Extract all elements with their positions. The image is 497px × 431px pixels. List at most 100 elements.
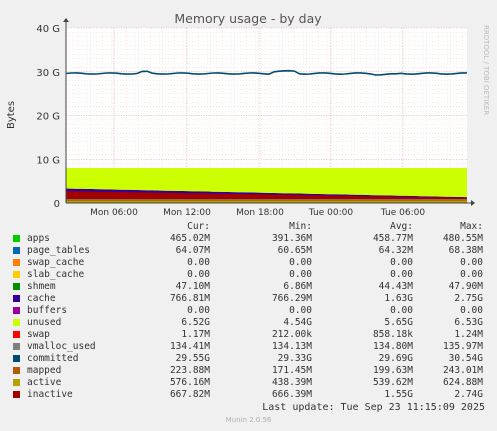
y-axis-label: Bytes: [6, 101, 17, 129]
legend-label: shmem: [27, 281, 56, 292]
legend-min: 212.00k: [271, 329, 312, 340]
legend-avg: 44.43M: [378, 281, 413, 292]
legend-item-cache: cache 766.81M 766.29M 1.63G 2.75G: [12, 293, 490, 305]
legend-header-avg: Avg:: [390, 221, 413, 232]
legend-swatch: [13, 271, 20, 278]
legend-cur: 223.88M: [169, 365, 210, 376]
legend-item-inactive: inactive 667.82M 666.39M 1.55G 2.74G: [12, 389, 490, 401]
legend-swatch: [13, 319, 20, 326]
legend-min: 666.39M: [271, 389, 312, 400]
legend-cur: 465.02M: [169, 233, 210, 244]
legend-label: slab_cache: [27, 269, 85, 280]
y-tick-label: 20 G: [36, 112, 60, 123]
legend-cur: 0.00: [187, 269, 210, 280]
legend: Cur: Min: Avg: Max: apps 465.02M 391.36M 45…: [12, 222, 490, 402]
legend-avg: 1.55G: [384, 389, 413, 400]
legend-header-cur: Cur:: [187, 221, 210, 232]
y-axis-arrow: [63, 18, 69, 22]
legend-avg: 5.65G: [384, 317, 413, 328]
legend-min: 391.36M: [271, 233, 312, 244]
legend-cur: 134.41M: [169, 341, 210, 352]
legend-cur: 6.52G: [181, 317, 210, 328]
legend-swatch: [13, 235, 20, 242]
legend-label: committed: [27, 353, 79, 364]
legend-max: 30.54G: [448, 353, 483, 364]
legend-cur: 64.07M: [175, 245, 210, 256]
legend-max: 624.88M: [442, 377, 483, 388]
legend-min: 4.54G: [283, 317, 312, 328]
last-update: Last update: Tue Sep 23 11:15:09 2025: [262, 402, 485, 413]
legend-cur: 29.55G: [175, 353, 210, 364]
legend-max: 47.90M: [448, 281, 483, 292]
y-tick-label: 0: [54, 199, 60, 210]
chart-title: Memory usage - by day: [174, 11, 322, 26]
rrdtool-watermark: RRDTOOL / TOBI OETIKER: [482, 25, 490, 115]
legend-avg: 458.77M: [372, 233, 413, 244]
legend-avg: 0.00: [390, 257, 413, 268]
legend-header: Cur: Min: Avg: Max:: [12, 222, 490, 232]
chart: Memory usage - by day Bytes RRDTOOL / TO…: [6, 11, 490, 218]
legend-min: 0.00: [289, 305, 312, 316]
legend-swatch: [13, 379, 20, 386]
area-inactive: [66, 191, 467, 201]
legend-max: 1.24M: [454, 329, 483, 340]
legend-swatch: [13, 355, 20, 362]
legend-min: 171.45M: [271, 365, 312, 376]
x-tick-label: Mon 12:00: [163, 208, 211, 218]
legend-min: 766.29M: [271, 293, 312, 304]
legend-item-active: active 576.16M 438.39M 539.62M 624.88M: [12, 377, 490, 389]
legend-min: 438.39M: [271, 377, 312, 388]
legend-swatch: [13, 307, 20, 314]
legend-min: 60.65M: [277, 245, 312, 256]
legend-min: 0.00: [289, 257, 312, 268]
legend-swatch: [13, 283, 20, 290]
legend-max: 6.53G: [454, 317, 483, 328]
legend-avg: 29.69G: [378, 353, 413, 364]
legend-label: buffers: [27, 305, 68, 316]
legend-max: 480.55M: [442, 233, 483, 244]
legend-item-committed: committed 29.55G 29.33G 29.69G 30.54G: [12, 353, 490, 365]
legend-max: 2.74G: [454, 389, 483, 400]
legend-label: swap_cache: [27, 257, 85, 268]
legend-cur: 667.82M: [169, 389, 210, 400]
legend-cur: 1.17M: [181, 329, 210, 340]
legend-min: 0.00: [289, 269, 312, 280]
legend-cur: 0.00: [187, 257, 210, 268]
legend-item-shmem: shmem 47.10M 6.86M 44.43M 47.90M: [12, 281, 490, 293]
x-tick-label: Tue 06:00: [380, 208, 425, 218]
legend-item-buffers: buffers 0.00 0.00 0.00 0.00: [12, 305, 490, 317]
legend-swatch: [13, 391, 20, 398]
legend-avg: 199.63M: [372, 365, 413, 376]
legend-max: 0.00: [460, 257, 483, 268]
legend-label: mapped: [27, 365, 62, 376]
legend-max: 2.75G: [454, 293, 483, 304]
legend-max: 135.97M: [442, 341, 483, 352]
legend-max: 243.01M: [442, 365, 483, 376]
legend-label: unused: [27, 317, 62, 328]
x-tick-label: Tue 00:00: [308, 208, 353, 218]
legend-label: swap: [27, 329, 50, 340]
legend-avg: 1.63G: [384, 293, 413, 304]
area-unused: [66, 168, 467, 198]
legend-header-min: Min:: [289, 221, 312, 232]
munin-version: Munin 2.0.56: [225, 416, 272, 424]
x-tick-label: Mon 18:00: [236, 208, 284, 218]
legend-item-vmalloc_used: vmalloc_used 134.41M 134.13M 134.80M 135.97M: [12, 341, 490, 353]
legend-cur: 47.10M: [175, 281, 210, 292]
area-active: [66, 200, 467, 203]
legend-avg: 858.18k: [372, 329, 413, 340]
legend-label: apps: [27, 233, 50, 244]
legend-avg: 539.62M: [372, 377, 413, 388]
legend-cur: 766.81M: [169, 293, 210, 304]
line-committed: [65, 69, 467, 76]
legend-swatch: [13, 367, 20, 374]
legend-swatch: [13, 331, 20, 338]
legend-min: 134.13M: [271, 341, 312, 352]
legend-label: page_tables: [27, 245, 90, 256]
legend-max: 68.38M: [448, 245, 483, 256]
legend-item-mapped: mapped 223.88M 171.45M 199.63M 243.01M: [12, 365, 490, 377]
legend-item-swap: swap 1.17M 212.00k 858.18k 1.24M: [12, 329, 490, 341]
legend-item-unused: unused 6.52G 4.54G 5.65G 6.53G: [12, 317, 490, 329]
legend-swatch: [13, 343, 20, 350]
legend-cur: 0.00: [187, 305, 210, 316]
